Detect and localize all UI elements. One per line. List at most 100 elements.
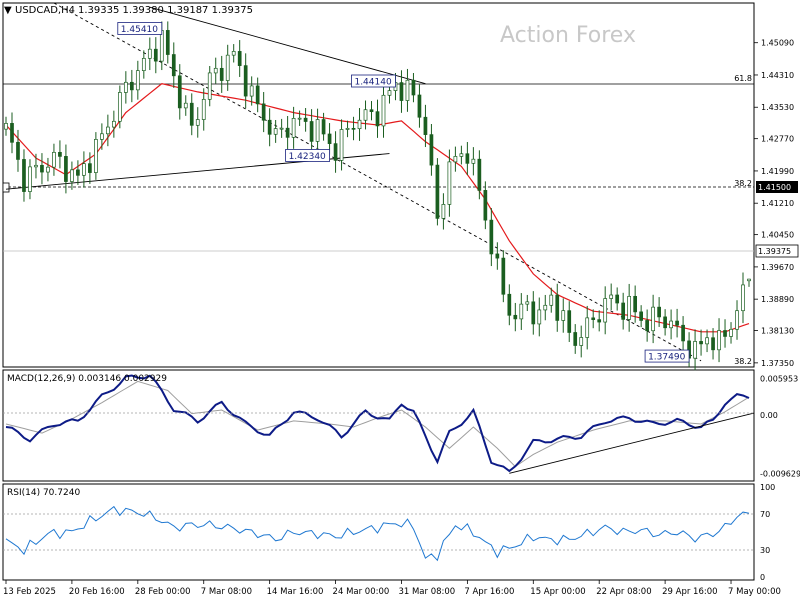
candle-body (549, 294, 554, 306)
annotation-label: 1.44140 (354, 78, 391, 88)
candle (411, 73, 416, 103)
candle-body (141, 57, 146, 71)
candle-body (16, 141, 20, 160)
candle (735, 300, 739, 340)
candle-body (627, 295, 632, 320)
candle (22, 149, 26, 202)
trendline (149, 6, 426, 85)
candle-body (94, 139, 98, 173)
time-tick-label: 29 Apr 16:00 (662, 587, 717, 597)
price-tick-label: 1.41990 (761, 167, 794, 176)
candle-body (729, 328, 733, 337)
candle (615, 287, 620, 311)
candle (267, 108, 272, 147)
candle-body (70, 169, 74, 182)
candle-body (681, 324, 685, 342)
candle (153, 37, 158, 74)
candle-body (171, 54, 176, 77)
candle (375, 99, 380, 138)
price-tick-label: 1.39670 (761, 263, 794, 272)
candle (723, 319, 727, 348)
time-tick-label: 7 May 00:00 (728, 587, 781, 597)
candle (567, 301, 572, 342)
collapse-icon[interactable]: ▼ (4, 5, 12, 16)
fib-label-38-2-upper: 38.2 (734, 179, 752, 188)
price-tick-label: 1.40450 (761, 231, 794, 240)
candle (195, 107, 200, 138)
candle-body (465, 153, 470, 164)
candle-body (489, 219, 494, 255)
rsi-panel (2, 483, 755, 581)
candle-body (147, 48, 152, 59)
candle-body (513, 314, 518, 320)
candle-body (201, 98, 206, 120)
candle-body (123, 81, 128, 93)
price-tick-label: 1.45090 (761, 39, 794, 48)
candle (573, 324, 578, 354)
price-annotation: 1.44140 (351, 74, 396, 88)
candle (363, 100, 368, 130)
candle (501, 250, 506, 303)
candle-body (34, 164, 38, 168)
candle (747, 278, 751, 287)
candle (261, 92, 266, 133)
time-tick-label: 14 Mar 16:00 (267, 587, 324, 597)
candle (495, 242, 500, 270)
candle-body (423, 116, 428, 135)
candle (76, 160, 80, 185)
candle (507, 284, 512, 326)
current-price-label: 1.39375 (758, 247, 791, 256)
candle-body (189, 102, 194, 126)
candle (717, 318, 721, 363)
candle-body (207, 72, 212, 100)
candle (609, 283, 614, 311)
time-tick-label: 13 Feb 2025 (3, 587, 56, 597)
candle (64, 144, 68, 194)
candle-body (609, 294, 614, 299)
candle (729, 322, 733, 344)
candle (279, 118, 284, 138)
price-tick-label: 1.38130 (761, 327, 794, 336)
candle-body (4, 123, 8, 130)
candle-body (651, 306, 655, 332)
candle-body (441, 204, 446, 219)
time-tick-label: 24 Mar 00:00 (333, 587, 390, 597)
candle-body (579, 337, 584, 346)
candle-body (225, 54, 230, 81)
candle-body (693, 341, 697, 359)
candle (381, 83, 386, 138)
candle (669, 309, 673, 340)
candle (94, 132, 98, 180)
candle-body (543, 304, 548, 311)
candle-body (633, 295, 638, 313)
candle (435, 158, 440, 226)
candle (699, 329, 703, 356)
candle-body (369, 109, 374, 113)
candle-body (303, 117, 308, 122)
candle-body (129, 81, 134, 91)
candle (633, 285, 638, 323)
candle (177, 64, 182, 120)
candle (285, 115, 290, 150)
candle (129, 69, 134, 103)
candle (4, 116, 8, 136)
candle-body (237, 51, 242, 66)
candle-body (159, 30, 164, 62)
candle-body (345, 127, 350, 130)
candle (579, 325, 584, 358)
candle (525, 294, 530, 312)
candle-body (411, 79, 416, 96)
candle-body (82, 163, 86, 176)
candle-body (363, 109, 368, 121)
time-tick-label: 22 Apr 08:00 (596, 587, 651, 597)
candle (639, 305, 643, 328)
price-annotation: 1.42340 (285, 149, 330, 162)
candle (477, 150, 482, 200)
candle-body (585, 317, 590, 338)
macd-label: MACD(12,26,9) 0.003146 0.002929 (7, 374, 167, 384)
candle (16, 129, 20, 172)
candle (88, 152, 92, 184)
candle-body (46, 166, 50, 173)
candle-body (177, 75, 182, 109)
candle-body (291, 118, 296, 138)
